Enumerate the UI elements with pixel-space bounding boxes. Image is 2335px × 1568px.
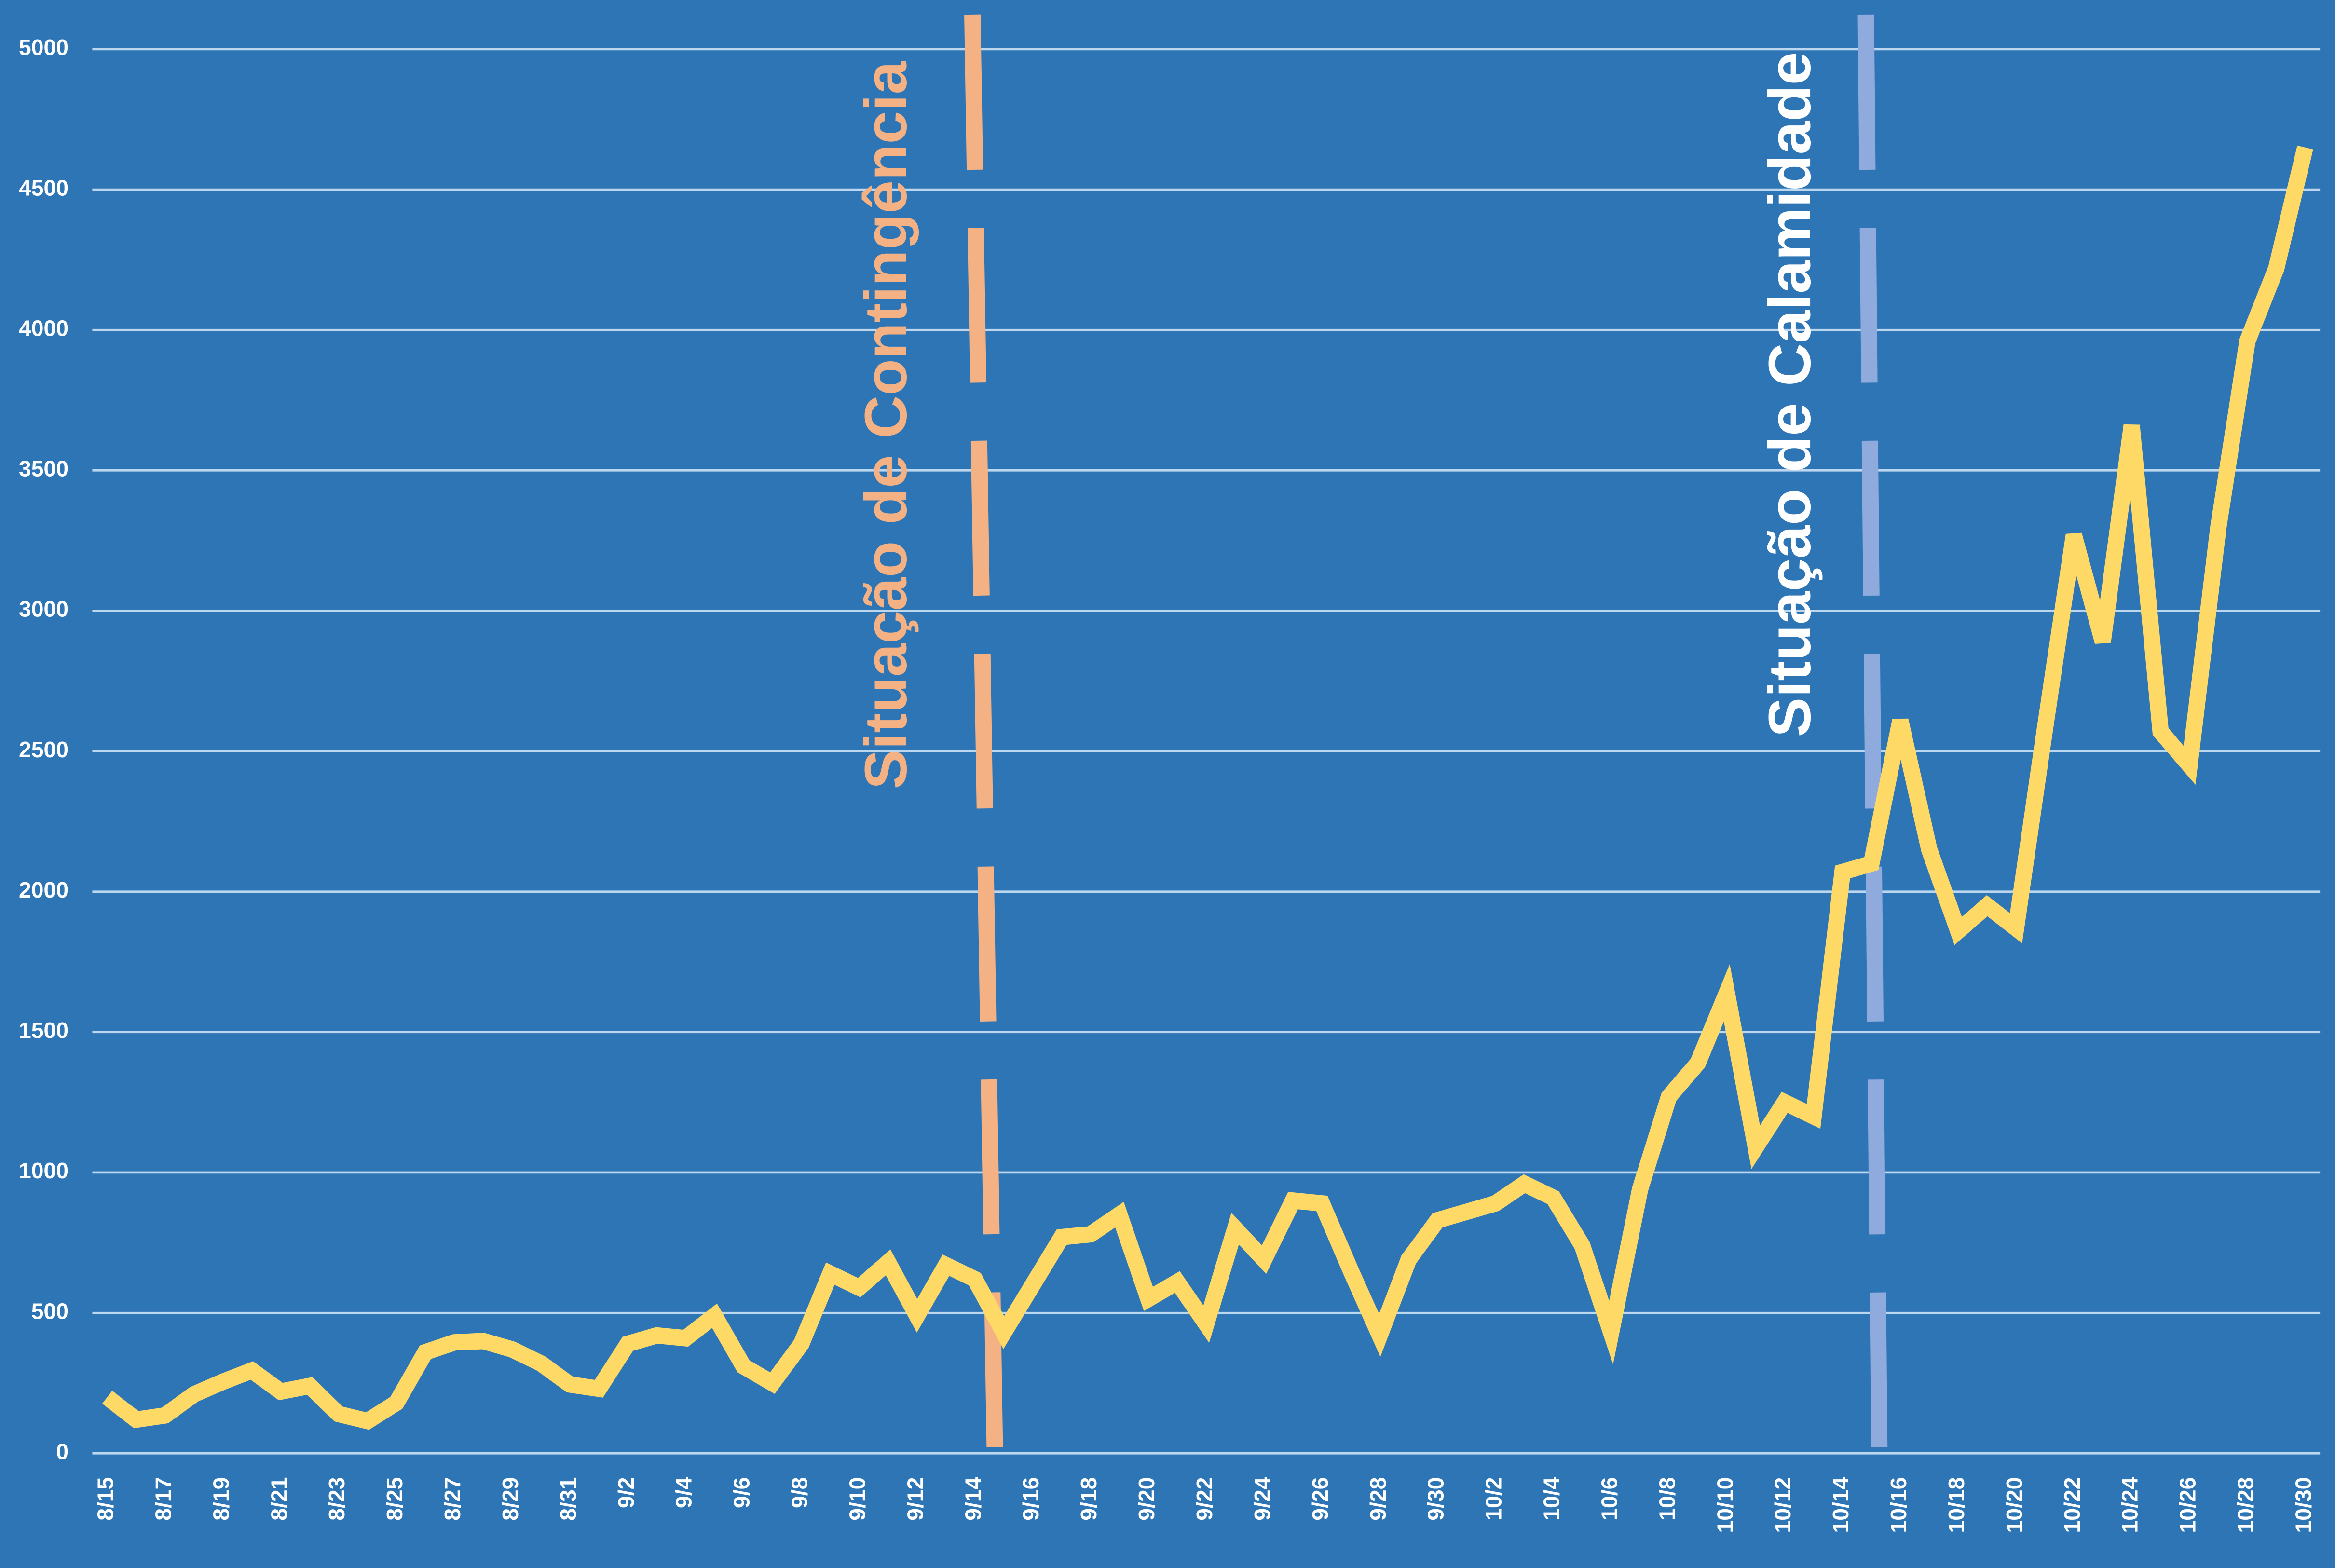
x-tick-label: 10/30: [2291, 1477, 2316, 1533]
x-tick-label: 9/20: [1134, 1477, 1159, 1521]
y-tick-label: 3000: [19, 597, 68, 622]
x-tick-label: 9/12: [902, 1477, 928, 1521]
x-tick-label: 10/10: [1712, 1477, 1737, 1533]
x-tick-label: 10/26: [2175, 1477, 2200, 1533]
y-tick-label: 4000: [19, 315, 68, 341]
x-tick-label: 8/27: [440, 1477, 465, 1521]
y-tick-label: 1000: [19, 1158, 68, 1183]
data-line: [102, 145, 2313, 1430]
x-tick-label: 10/12: [1770, 1477, 1795, 1533]
x-tick-label: 9/6: [729, 1477, 754, 1508]
x-tick-label: 10/8: [1654, 1477, 1680, 1521]
x-tick-label: 10/22: [2060, 1477, 2085, 1533]
x-tick-label: 8/31: [556, 1477, 581, 1521]
x-tick-label: 10/16: [1886, 1477, 1911, 1533]
x-tick-label: 8/19: [208, 1477, 233, 1521]
annotation: Situação de Calamidade: [1757, 52, 1823, 737]
x-tick-label: 8/29: [498, 1477, 523, 1521]
x-tick-label: 9/22: [1192, 1477, 1217, 1521]
x-tick-label: 10/14: [1828, 1477, 1853, 1533]
marker-line: [964, 14, 1003, 1448]
marker-line: [1857, 14, 1888, 1448]
x-tick-label: 10/20: [2002, 1477, 2027, 1533]
x-tick-label: 9/16: [1018, 1477, 1043, 1521]
x-tick-label: 9/26: [1308, 1477, 1333, 1521]
y-tick-label: 1500: [19, 1018, 68, 1043]
x-tick-label: 8/21: [266, 1477, 291, 1521]
x-tick-label: 10/18: [1944, 1477, 1969, 1533]
x-tick-label: 8/23: [324, 1477, 349, 1521]
x-tick-label: 9/30: [1423, 1477, 1448, 1521]
y-tick-label: 5000: [19, 35, 68, 60]
x-tick-label: 10/28: [2233, 1477, 2258, 1533]
x-tick-label: 8/15: [93, 1477, 118, 1521]
x-tick-label: 9/2: [614, 1477, 639, 1508]
x-tick-label: 9/8: [787, 1477, 812, 1508]
x-tick-label: 8/25: [382, 1477, 407, 1521]
y-tick-label: 3500: [19, 456, 68, 481]
y-tick-label: 2000: [19, 877, 68, 902]
x-tick-label: 9/28: [1365, 1477, 1391, 1521]
x-tick-label: 9/10: [845, 1477, 870, 1521]
x-tick-label: 10/24: [2117, 1477, 2143, 1533]
x-tick-label: 9/18: [1076, 1477, 1101, 1521]
x-tick-label: 10/2: [1481, 1477, 1506, 1521]
annotation: Situação de Contingência: [853, 60, 919, 789]
x-tick-label: 9/4: [671, 1477, 696, 1508]
y-tick-label: 2500: [19, 737, 68, 762]
y-tick-label: 0: [56, 1439, 68, 1464]
x-tick-label: 8/17: [150, 1477, 176, 1521]
x-tick-label: 9/24: [1250, 1477, 1275, 1520]
y-tick-label: 500: [31, 1298, 68, 1323]
x-tick-label: 10/4: [1539, 1477, 1564, 1520]
y-tick-label: 4500: [19, 175, 68, 200]
x-tick-label: 10/6: [1597, 1477, 1622, 1521]
x-tick-label: 9/14: [960, 1477, 985, 1520]
